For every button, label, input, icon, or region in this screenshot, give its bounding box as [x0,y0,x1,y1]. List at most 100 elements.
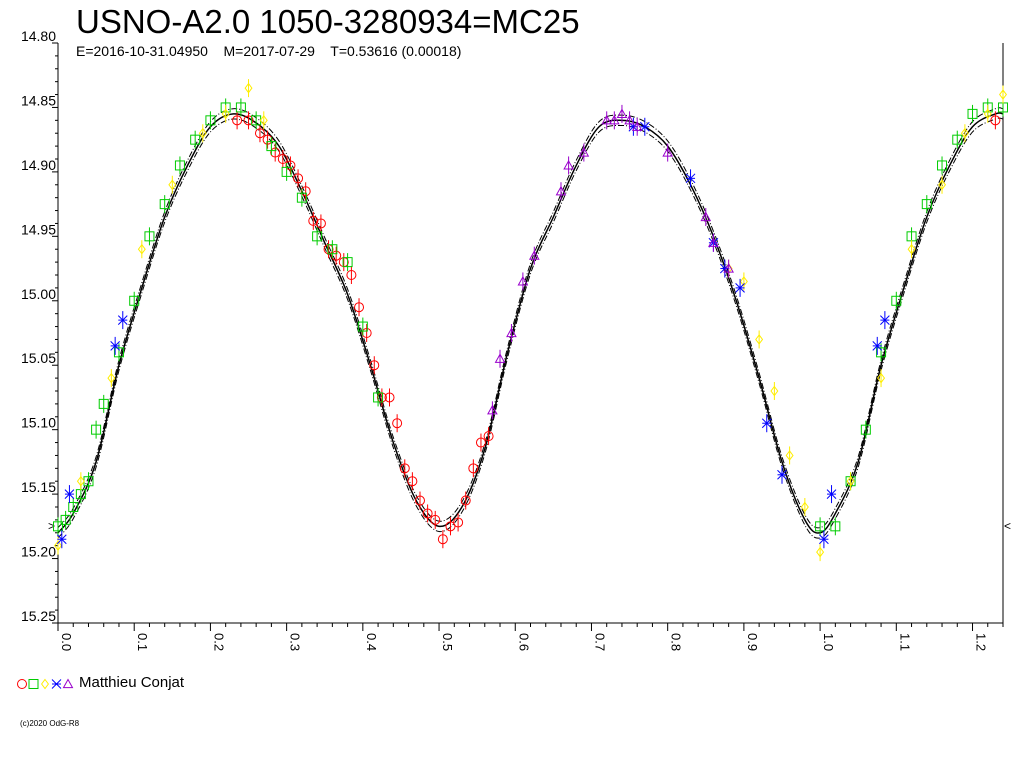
data-point [770,385,779,397]
triangle-marker [624,114,635,125]
data-point [254,128,265,139]
data-point [64,489,75,499]
side-marker-right: < [1004,519,1011,533]
data-point [555,185,567,196]
data-point [685,173,696,184]
model-curves [57,107,1004,539]
circle-marker [262,134,273,145]
circle-marker [475,437,486,448]
diamond-marker [938,179,947,191]
x-tick-label: 0.6 [516,633,531,651]
square-marker [373,392,384,403]
x-tick-label: 0.3 [288,633,303,651]
data-point [891,295,902,306]
square-marker [937,160,948,171]
legend-observer: Matthieu Conjat [79,674,185,691]
data-point [76,475,85,487]
triangle-marker [578,147,590,157]
legend-symbol [28,679,39,689]
data-point [56,534,67,545]
data-point [259,115,268,126]
y-tick-label: 14.80 [21,28,56,44]
data-point [346,270,357,280]
diamond-marker [846,475,855,487]
square-marker [91,424,102,435]
data-point [53,521,63,532]
data-point [700,211,712,222]
x-tick-label: 0.4 [364,633,379,651]
diamond-marker [259,115,268,126]
triangle-marker [563,159,574,170]
data-point [517,275,529,286]
y-tick-label: 15.15 [21,479,56,495]
data-point [468,463,479,474]
data-point [296,192,307,203]
data-point [494,353,506,363]
diamond-marker [800,501,809,513]
data-point [300,186,311,197]
diamond-marker [137,243,146,255]
square-marker [144,231,155,242]
circle-marker [331,250,342,261]
data-point [129,295,140,306]
square-marker [113,347,124,358]
data-point [755,334,764,345]
square-marker [342,257,353,268]
data-point [872,341,883,351]
data-point [293,173,304,184]
data-point [235,102,246,113]
data-point [475,437,486,448]
circle-marker [392,418,403,429]
x-tick-label: 0.1 [135,633,150,651]
data-point [384,392,395,403]
circle-marker [361,328,372,338]
circle-marker [300,186,311,197]
data-point [999,89,1007,100]
data-point [708,237,719,247]
legend-symbol [62,678,74,689]
circle-marker [243,115,254,126]
circle-marker [453,517,464,528]
diamond-marker [785,450,794,461]
legend-symbol [51,679,62,689]
y-axis-ticks: 14.80 14.85 14.90 14.95 15.00 15.05 15.10 15.15… [21,28,58,624]
circle-marker [308,215,319,226]
square-marker [967,108,978,119]
data-point [735,283,745,293]
square-marker [860,424,871,435]
y-tick-label: 15.00 [21,286,56,302]
circle-marker [422,508,433,519]
triangle-marker [608,114,620,125]
x-tick-label: 0.7 [592,633,607,651]
data-point [392,418,403,429]
circle-marker [437,534,448,545]
diamond-marker [107,372,116,384]
data-point [819,534,829,545]
data-point [357,321,368,332]
data-point [270,147,281,158]
data-point [266,141,277,152]
triangle-marker [616,108,628,118]
data-point [826,489,837,499]
diamond-marker [816,546,825,558]
data-point [460,495,471,506]
square-marker [98,398,109,409]
data-point [312,231,323,242]
circle-marker [254,128,265,139]
data-point [315,218,326,229]
diamond-marker [770,385,779,397]
square-marker [281,166,292,177]
data-point [723,263,734,273]
square-marker [159,199,170,210]
data-point [860,424,871,435]
circle-marker [277,154,288,164]
triangle-marker [631,121,643,131]
diamond-marker [907,243,916,255]
data-point [624,114,635,125]
data-point [960,127,969,139]
data-point [601,114,613,125]
data-point [876,347,887,358]
triangle-marker [506,327,517,338]
square-marker [174,160,185,171]
